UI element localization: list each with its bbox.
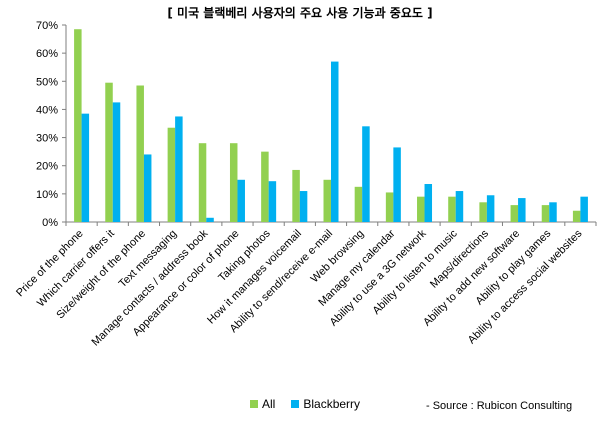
bar-all <box>74 29 82 222</box>
legend-label-all: All <box>262 397 276 411</box>
y-tick-label: 60% <box>36 48 58 60</box>
bar-blackberry <box>580 196 588 222</box>
bar-all <box>229 143 238 222</box>
bar-blackberry <box>331 61 339 223</box>
bar-blackberry <box>455 191 464 222</box>
bar-blackberry <box>143 154 152 222</box>
bar-all <box>448 196 456 222</box>
bar-all <box>198 143 207 222</box>
y-tick-label: 10% <box>36 189 58 201</box>
y-tick-label: 40% <box>36 104 58 116</box>
x-tick-label: Ability to access social websites <box>466 227 585 346</box>
bar-blackberry <box>299 191 308 222</box>
bar-blackberry <box>175 116 183 222</box>
bar-blackberry <box>81 113 90 222</box>
bar-blackberry <box>424 184 433 222</box>
bar-all <box>167 127 176 222</box>
legend-label-blackberry: Blackberry <box>303 397 361 411</box>
y-tick-label: 70% <box>36 20 58 32</box>
bar-all <box>292 169 300 222</box>
legend-item-blackberry: Blackberry <box>291 397 360 411</box>
bar-all <box>541 205 550 222</box>
bar-blackberry <box>206 217 214 222</box>
bar-all <box>510 205 519 222</box>
bar-blackberry <box>268 181 277 222</box>
bar-blackberry <box>486 195 495 222</box>
bar-blackberry <box>393 147 401 222</box>
bar-all <box>354 186 363 222</box>
bar-blackberry <box>518 198 526 222</box>
y-tick-label: 30% <box>36 133 58 145</box>
bar-all <box>479 202 487 222</box>
y-tick-label: 0% <box>42 217 58 229</box>
chart-title: [ 미국 블랙베리 사용자의 주요 사용 기능과 중요도 ] <box>167 6 433 20</box>
bar-blackberry <box>112 102 121 222</box>
bar-blackberry <box>549 202 557 222</box>
legend-item-all: All <box>250 397 275 411</box>
y-tick-label: 20% <box>36 161 58 173</box>
bar-all <box>572 210 581 222</box>
x-tick-label: Manage contacts / address book <box>90 227 211 348</box>
chart-legend: All Blackberry <box>250 397 376 411</box>
y-tick-label: 50% <box>36 76 58 88</box>
bar-blackberry <box>362 126 370 222</box>
bar-all <box>323 179 331 222</box>
bar-blackberry <box>237 179 245 222</box>
bar-all <box>105 82 113 222</box>
bar-all <box>261 151 269 222</box>
bar-all <box>417 196 425 222</box>
bar-all <box>136 85 144 222</box>
legend-swatch-blackberry <box>291 400 300 408</box>
bar-all <box>385 192 394 222</box>
legend-swatch-all <box>250 400 258 408</box>
source-note: - Source : Rubicon Consulting <box>426 400 573 412</box>
